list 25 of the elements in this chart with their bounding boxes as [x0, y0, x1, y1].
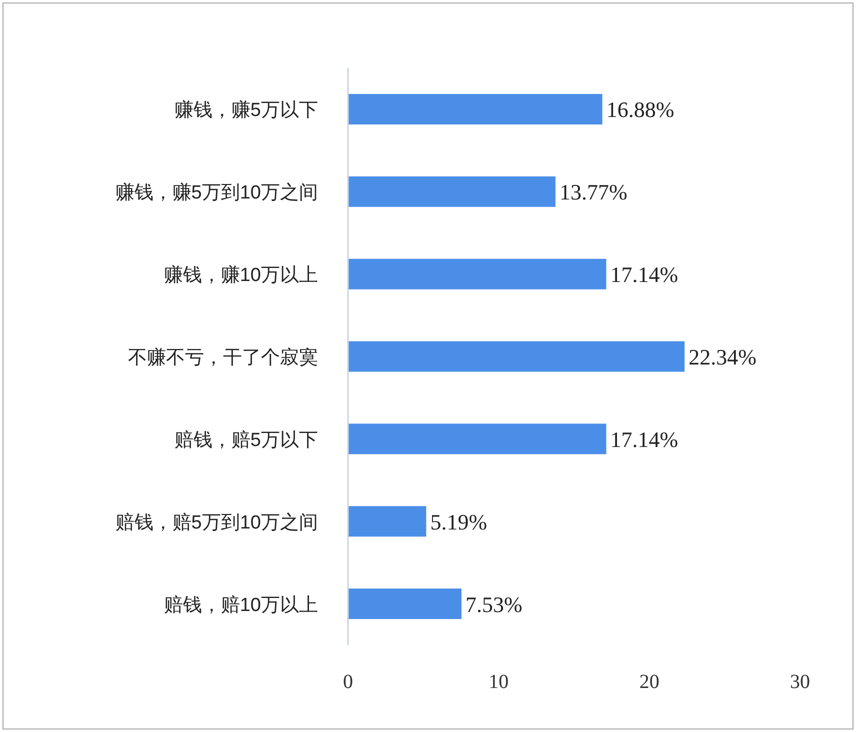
bar [348, 506, 426, 537]
x-tick-label: 10 [488, 671, 509, 693]
y-tick-label: 赔钱，赔5万以下 [174, 430, 318, 451]
bar [348, 341, 685, 372]
data-label: 7.53% [465, 592, 522, 617]
data-label: 13.77% [559, 180, 628, 205]
data-label: 17.14% [610, 262, 678, 288]
y-tick-label: 赚钱，赚5万到10万之间 [115, 182, 318, 204]
y-tick-label: 赔钱，赔5万到10万之间 [115, 511, 318, 534]
x-tick-label: 30 [790, 671, 810, 693]
x-tick-label: 0 [343, 671, 353, 693]
y-tick-label: 赚钱，赚10万以上 [164, 264, 318, 286]
y-tick-label: 赚钱，赚5万以下 [174, 99, 318, 122]
bar [348, 176, 556, 207]
bar [348, 94, 602, 124]
data-label: 17.14% [610, 426, 678, 452]
bar [348, 258, 606, 290]
bar [348, 588, 462, 620]
x-tick-label: 20 [639, 671, 660, 693]
y-tick-label: 赔钱，赔10万以上 [164, 594, 318, 616]
data-label: 16.88% [606, 97, 674, 122]
data-label: 5.19% [430, 509, 488, 534]
bar [348, 424, 606, 454]
data-label: 22.34% [688, 344, 756, 370]
y-tick-label: 不赚不亏，干了个寂寞 [128, 346, 318, 368]
